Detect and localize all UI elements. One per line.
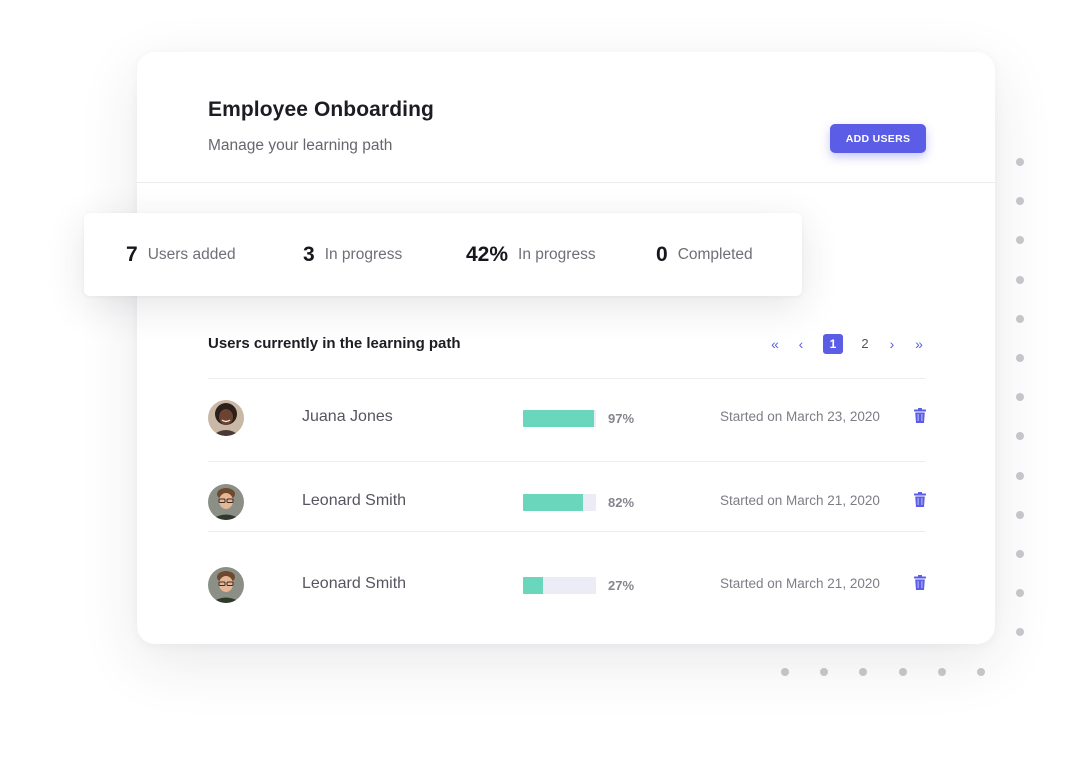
stat-label: Completed bbox=[677, 245, 753, 263]
progress-bar bbox=[523, 577, 596, 594]
last-page-button[interactable]: » bbox=[915, 336, 923, 352]
decorative-dot bbox=[781, 668, 789, 676]
stat-completed: 0 Completed bbox=[656, 213, 753, 296]
decorative-dot bbox=[820, 668, 829, 676]
decorative-dot bbox=[1016, 589, 1024, 598]
user-name: Juana Jones bbox=[302, 408, 393, 425]
page-title: Employee Onboarding bbox=[208, 98, 434, 121]
stat-value: 7 bbox=[126, 242, 138, 266]
row-divider bbox=[208, 378, 925, 379]
progress-fill bbox=[523, 410, 594, 427]
progress-bar bbox=[523, 410, 596, 427]
start-date: Started on March 23, 2020 bbox=[720, 409, 880, 424]
trash-icon[interactable] bbox=[914, 492, 926, 507]
first-page-button[interactable]: « bbox=[771, 336, 779, 352]
decorative-dot bbox=[1016, 354, 1024, 362]
decorative-dot bbox=[977, 668, 985, 676]
page-subtitle: Manage your learning path bbox=[208, 137, 393, 154]
trash-icon[interactable] bbox=[914, 575, 926, 590]
progress-fill bbox=[523, 494, 583, 511]
user-name: Leonard Smith bbox=[302, 575, 407, 592]
progress-bar bbox=[523, 494, 596, 511]
avatar-juana bbox=[208, 400, 244, 436]
stat-label: In progress bbox=[518, 245, 596, 263]
add-users-button[interactable]: ADD USERS bbox=[830, 124, 926, 153]
avatar-leonard bbox=[208, 567, 244, 603]
section-title: Users currently in the learning path bbox=[208, 335, 461, 352]
decorative-dot bbox=[1016, 628, 1024, 637]
progress-fill bbox=[523, 577, 543, 594]
decorative-dot bbox=[859, 668, 868, 676]
stat-value: 42% bbox=[466, 242, 509, 266]
table-row: Juana Jones 97% Started on March 23, 202… bbox=[208, 378, 926, 458]
stat-label: In progress bbox=[324, 245, 403, 263]
page-1-button[interactable]: 1 bbox=[823, 334, 843, 354]
user-name: Leonard Smith bbox=[302, 492, 407, 509]
card-header: Employee Onboarding Manage your learning… bbox=[137, 52, 995, 183]
stat-value: 0 bbox=[656, 242, 668, 266]
start-date: Started on March 21, 2020 bbox=[720, 493, 880, 508]
decorative-dot bbox=[898, 668, 907, 676]
decorative-dot bbox=[1016, 510, 1024, 519]
decorative-dot bbox=[1016, 550, 1024, 558]
prev-page-button[interactable]: ‹ bbox=[798, 336, 804, 352]
onboarding-card: Employee Onboarding Manage your learning… bbox=[137, 52, 995, 644]
progress-percent: 27% bbox=[608, 578, 635, 593]
trash-icon[interactable] bbox=[914, 408, 926, 423]
avatar bbox=[208, 567, 244, 603]
progress-percent: 97% bbox=[608, 411, 635, 426]
stat-value: 3 bbox=[303, 242, 315, 266]
decorative-dot bbox=[937, 668, 946, 676]
stat-in-progress-percent: 42% In progress bbox=[466, 213, 596, 296]
table-row: Leonard Smith 82% Started on March 21, 2… bbox=[208, 462, 926, 542]
row-divider bbox=[208, 531, 925, 532]
row-divider bbox=[208, 461, 925, 462]
avatar-leonard bbox=[208, 484, 244, 520]
stat-users-added: 7 Users added bbox=[126, 213, 236, 296]
pagination: « ‹ 1 2 › » bbox=[767, 334, 929, 356]
start-date: Started on March 21, 2020 bbox=[720, 576, 880, 591]
next-page-button[interactable]: › bbox=[889, 336, 895, 352]
avatar bbox=[208, 400, 244, 436]
stat-in-progress-count: 3 In progress bbox=[303, 213, 402, 296]
decorative-dot bbox=[1016, 314, 1024, 323]
avatar bbox=[208, 484, 244, 520]
decorative-dot bbox=[1016, 197, 1024, 206]
decorative-dot bbox=[1016, 471, 1024, 480]
table-row: Leonard Smith 27% Started on March 21, 2… bbox=[208, 545, 926, 625]
stat-label: Users added bbox=[147, 245, 236, 263]
decorative-dot bbox=[1016, 275, 1024, 284]
decorative-dot bbox=[1016, 432, 1024, 441]
decorative-dot bbox=[1016, 393, 1024, 402]
decorative-dot bbox=[1016, 158, 1024, 166]
decorative-dot bbox=[1016, 236, 1024, 245]
progress-percent: 82% bbox=[608, 495, 635, 510]
stats-bar: 7 Users added 3 In progress 42% In progr… bbox=[84, 213, 802, 296]
page-2-button[interactable]: 2 bbox=[861, 336, 869, 351]
